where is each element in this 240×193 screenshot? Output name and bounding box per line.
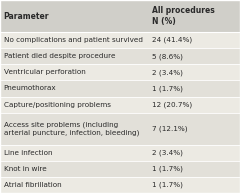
Text: Pneumothorax: Pneumothorax <box>4 85 56 91</box>
Text: 24 (41.4%): 24 (41.4%) <box>152 37 192 43</box>
Text: All procedures
N (%): All procedures N (%) <box>152 6 215 26</box>
Bar <box>0 0 240 32</box>
Bar <box>0 48 240 64</box>
Bar <box>0 145 240 161</box>
Text: 7 (12.1%): 7 (12.1%) <box>152 125 188 132</box>
Text: 1 (1.7%): 1 (1.7%) <box>152 166 183 172</box>
Text: No complications and patient survived: No complications and patient survived <box>4 37 143 43</box>
Text: Access site problems (including
arterial puncture, infection, bleeding): Access site problems (including arterial… <box>4 121 139 136</box>
Text: Patient died despite procedure: Patient died despite procedure <box>4 53 115 59</box>
Text: 2 (3.4%): 2 (3.4%) <box>152 69 183 76</box>
Text: 1 (1.7%): 1 (1.7%) <box>152 182 183 188</box>
Bar <box>0 96 240 113</box>
Text: 12 (20.7%): 12 (20.7%) <box>152 101 192 108</box>
Text: Atrial fibrillation: Atrial fibrillation <box>4 182 61 188</box>
Bar <box>0 113 240 145</box>
Bar <box>0 80 240 96</box>
Bar <box>0 161 240 177</box>
Bar <box>0 64 240 80</box>
Text: Parameter: Parameter <box>4 12 49 21</box>
Text: Capture/positioning problems: Capture/positioning problems <box>4 102 111 108</box>
Text: 1 (1.7%): 1 (1.7%) <box>152 85 183 92</box>
Text: 5 (8.6%): 5 (8.6%) <box>152 53 183 60</box>
Text: Line infection: Line infection <box>4 150 52 156</box>
Bar <box>0 32 240 48</box>
Bar <box>0 177 240 193</box>
Text: 2 (3.4%): 2 (3.4%) <box>152 150 183 156</box>
Text: Knot in wire: Knot in wire <box>4 166 46 172</box>
Text: Ventricular perforation: Ventricular perforation <box>4 69 85 75</box>
